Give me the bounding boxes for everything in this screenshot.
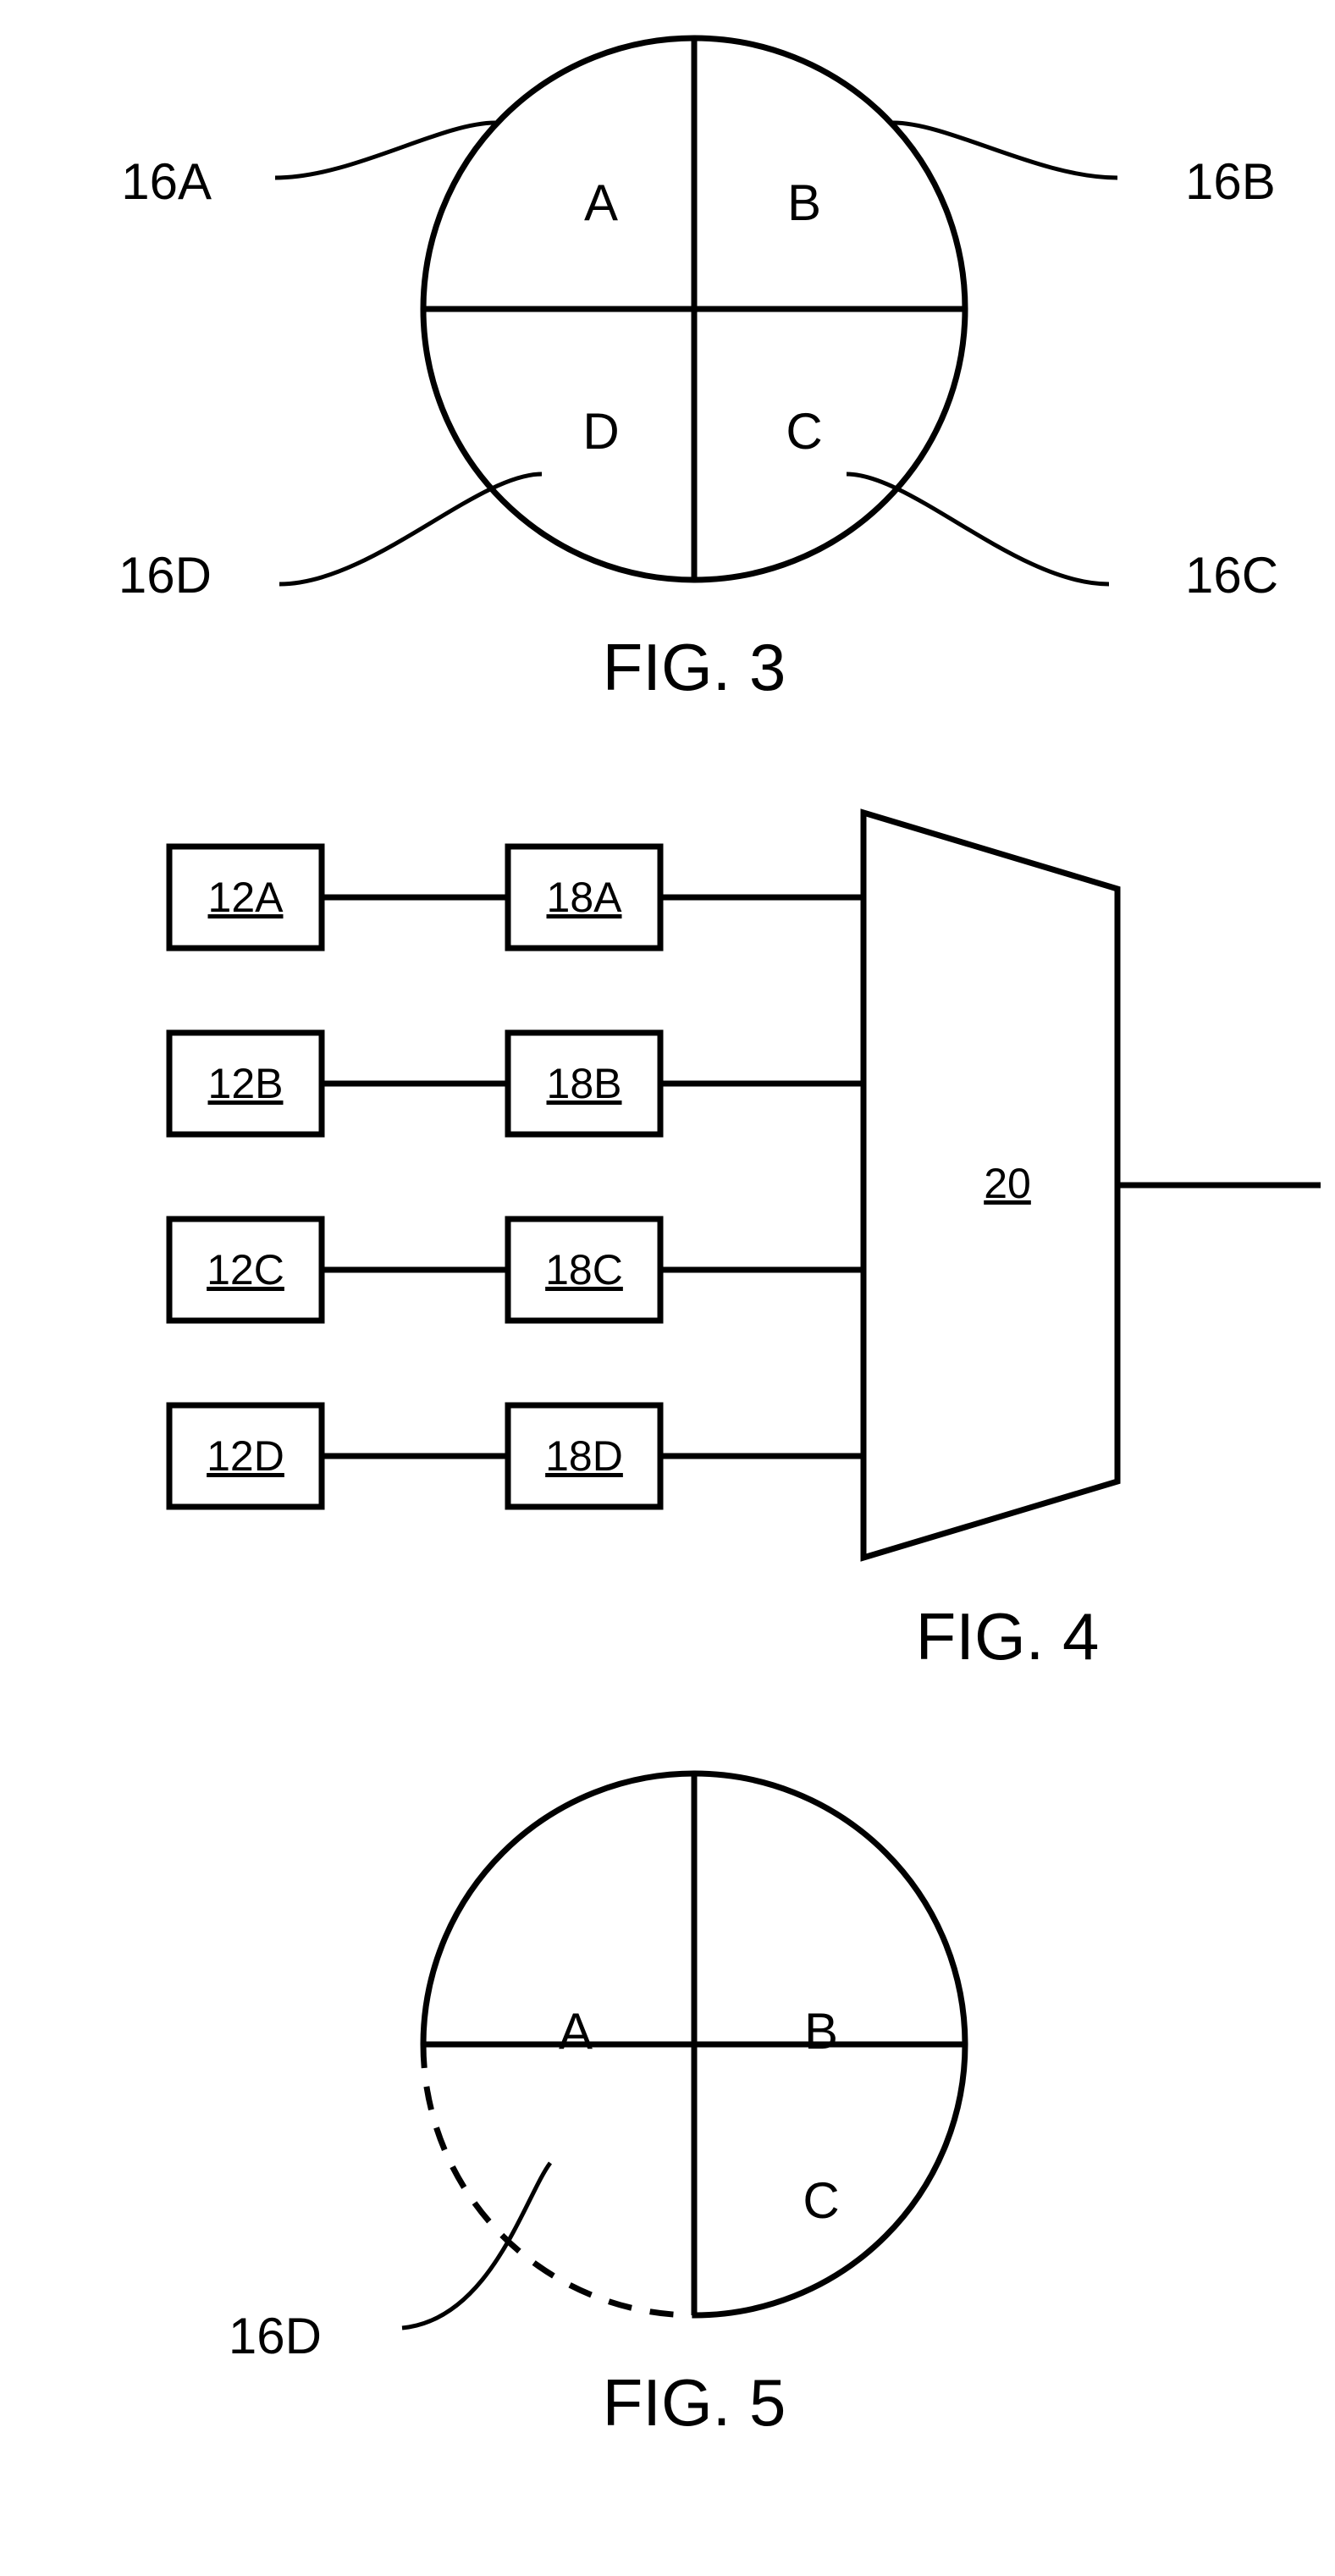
fig5-B: B <box>804 2003 838 2060</box>
fig4-box-18A-label: 18A <box>547 874 623 921</box>
fig5-arc-dashed <box>423 2044 694 2315</box>
fig3-quad-B: B <box>787 174 821 231</box>
fig5-16D-leader <box>402 2163 550 2328</box>
fig3-quad-D: D <box>582 403 619 460</box>
fig3-quad-C: C <box>786 403 822 460</box>
fig3-16C-leader <box>847 474 1109 584</box>
fig4-box-12D-label: 12D <box>207 1432 284 1480</box>
fig4-box-12A-label: 12A <box>208 874 284 921</box>
fig5-A: A <box>559 2003 593 2060</box>
fig4-box-12C-label: 12C <box>207 1246 284 1294</box>
fig3-16D-leader <box>279 474 542 584</box>
fig4-caption: FIG. 4 <box>916 1599 1100 1674</box>
fig3-16D-label: 16D <box>119 547 212 604</box>
fig3-16C-label: 16C <box>1185 547 1278 604</box>
fig4-box-18B-label: 18B <box>547 1060 622 1107</box>
fig5-caption: FIG. 5 <box>603 2365 786 2440</box>
fig3-16B-label: 16B <box>1185 153 1276 210</box>
fig4-box-12B-label: 12B <box>208 1060 284 1107</box>
fig4-box-18C-label: 18C <box>545 1246 623 1294</box>
fig3-16A-label: 16A <box>121 153 212 210</box>
fig4-mux-label: 20 <box>984 1160 1031 1207</box>
fig4-box-18D-label: 18D <box>545 1432 623 1480</box>
fig5-C: C <box>803 2172 839 2229</box>
fig5-16D-label: 16D <box>229 2308 322 2364</box>
fig3-caption: FIG. 3 <box>603 630 786 704</box>
fig3-quad-A: A <box>584 174 618 231</box>
